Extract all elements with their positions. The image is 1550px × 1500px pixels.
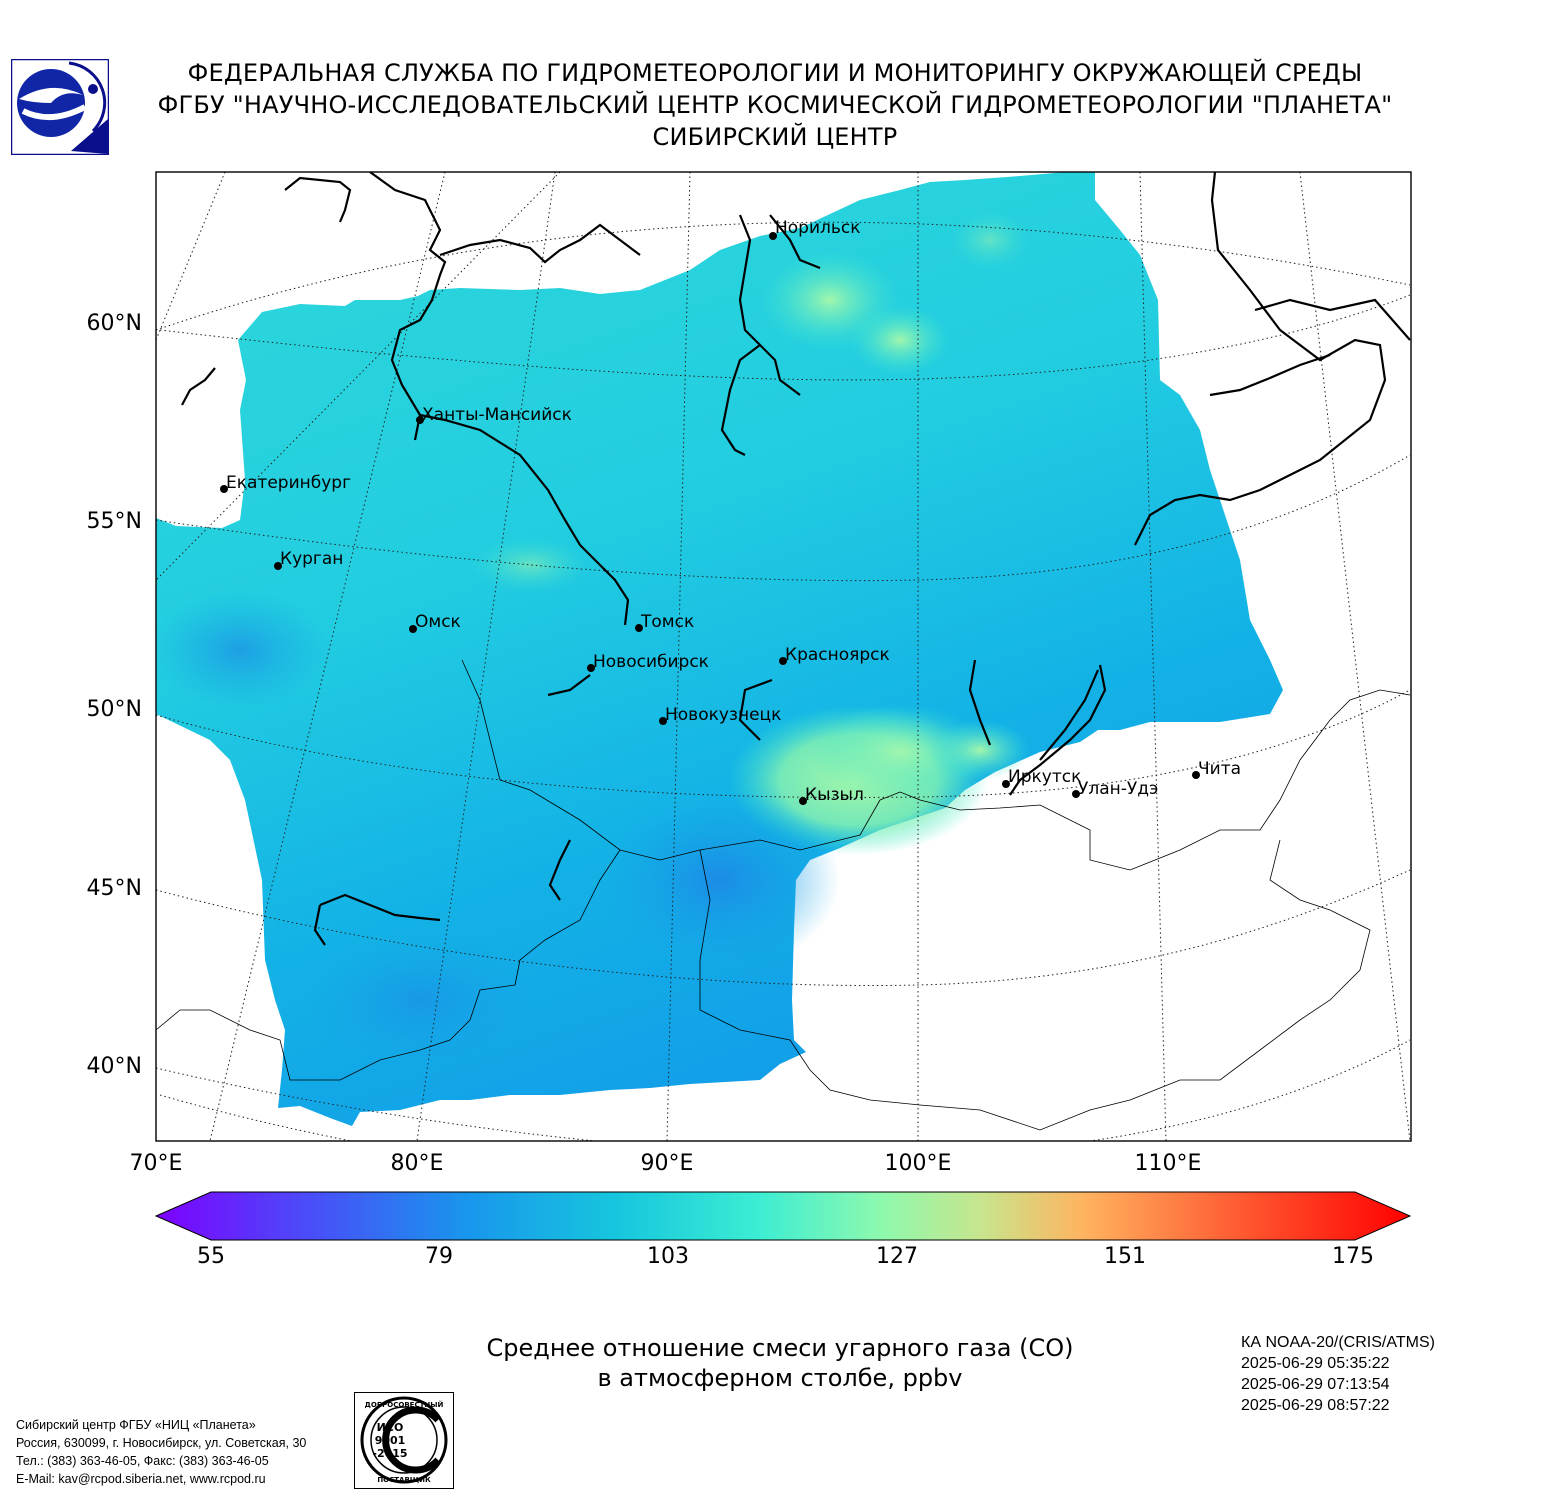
colorbar-tick-79: 79 xyxy=(425,1244,453,1269)
city-label-kyzyl: Кызыл xyxy=(805,785,864,805)
city-label-irkutsk: Иркутск xyxy=(1008,767,1082,787)
co-map xyxy=(154,171,1412,1241)
city-label-chita: Чита xyxy=(1198,759,1242,779)
lon-label-110: 110°E xyxy=(1134,1151,1202,1176)
footer-email: E-Mail: kav@rcpod.siberia.net, www.rcpod… xyxy=(16,1472,266,1486)
city-label-omsk: Омск xyxy=(415,612,461,632)
lon-label-80: 80°E xyxy=(390,1151,444,1176)
stamp-9001: 9001 xyxy=(375,1434,406,1447)
city-label-novosibirsk: Новосибирск xyxy=(593,652,709,672)
stamp-bottom-text: ПОСТАВЩИК xyxy=(377,1476,431,1484)
product-title-line-1: Среднее отношение смеси угарного газа (C… xyxy=(486,1334,1074,1362)
header-line-1: ФЕДЕРАЛЬНАЯ СЛУЖБА ПО ГИДРОМЕТЕОРОЛОГИИ … xyxy=(187,59,1363,87)
footer-contacts: Сибирский центр ФГБУ «НИЦ «Планета» Росс… xyxy=(16,1416,306,1488)
stamp-2015: -2015 xyxy=(372,1447,407,1460)
footer-org: Сибирский центр ФГБУ «НИЦ «Планета» xyxy=(16,1418,256,1432)
lon-label-90: 90°E xyxy=(640,1151,694,1176)
city-label-tomsk: Томск xyxy=(641,612,695,632)
lon-label-70: 70°E xyxy=(129,1151,183,1176)
pass-time-3: 2025-06-29 08:57:22 xyxy=(1241,1397,1390,1414)
lat-label-40: 40°N xyxy=(86,1054,142,1079)
colorbar-tick-103: 103 xyxy=(647,1244,689,1269)
iso-9001-stamp: ДОБРОСОВЕСТНЫЙ ИСО 9001 -2015 ПОСТАВЩИК xyxy=(354,1392,454,1489)
header-line-3: СИБИРСКИЙ ЦЕНТР xyxy=(652,123,898,151)
coastlines-rivers xyxy=(181,172,1411,946)
colorbar-tick-175: 175 xyxy=(1332,1244,1374,1269)
city-label-novokuznetsk: Новокузнецк xyxy=(665,705,782,725)
colorbar-tick-127: 127 xyxy=(876,1244,918,1269)
lat-label-55: 55°N xyxy=(86,509,142,534)
lat-label-50: 50°N xyxy=(86,697,142,722)
stamp-iso: ИСО xyxy=(377,1421,404,1434)
city-label-ekaterinburg: Екатеринбург xyxy=(226,473,352,493)
stamp-top-text: ДОБРОСОВЕСТНЫЙ xyxy=(365,1400,444,1409)
product-title-line-2: в атмосферном столбе, ppbv xyxy=(597,1364,963,1392)
city-label-krasnoyarsk: Красноярск xyxy=(785,645,890,665)
colorbar xyxy=(154,1191,1412,1241)
lat-label-60: 60°N xyxy=(86,311,142,336)
satellite-name: КА NOAA-20/(CRIS/ATMS) xyxy=(1241,1334,1435,1351)
city-label-khanty-mansiysk: Ханты-Мансийск xyxy=(422,405,572,425)
lon-label-100: 100°E xyxy=(884,1151,952,1176)
footer-address: Россия, 630099, г. Новосибирск, ул. Сове… xyxy=(16,1436,307,1450)
graticule xyxy=(156,172,1411,1141)
pass-time-2: 2025-06-29 07:13:54 xyxy=(1241,1376,1390,1393)
colorbar-tick-151: 151 xyxy=(1104,1244,1146,1269)
colorbar-tick-55: 55 xyxy=(197,1244,225,1269)
planeta-logo xyxy=(11,59,109,155)
pass-time-1: 2025-06-29 05:35:22 xyxy=(1241,1355,1390,1372)
satellite-swath xyxy=(156,172,1283,1126)
city-label-norilsk: Норильск xyxy=(775,218,861,238)
header-line-2: ФГБУ "НАУЧНО-ИССЛЕДОВАТЕЛЬСКИЙ ЦЕНТР КОС… xyxy=(157,91,1393,119)
satellite-info: КА NOAA-20/(CRIS/ATMS) 2025-06-29 05:35:… xyxy=(1241,1332,1435,1416)
product-title: Среднее отношение смеси угарного газа (C… xyxy=(380,1333,1180,1393)
city-label-kurgan: Курган xyxy=(280,549,344,569)
map-frame xyxy=(155,171,1412,1142)
map-area xyxy=(156,172,1411,1141)
city-markers xyxy=(220,232,1200,805)
borders xyxy=(156,659,1411,1131)
city-label-ulan-ude: Улан-Удэ xyxy=(1078,779,1159,799)
lat-label-45: 45°N xyxy=(86,876,142,901)
footer-phone: Тел.: (383) 363-46-05, Факс: (383) 363-4… xyxy=(16,1454,269,1468)
